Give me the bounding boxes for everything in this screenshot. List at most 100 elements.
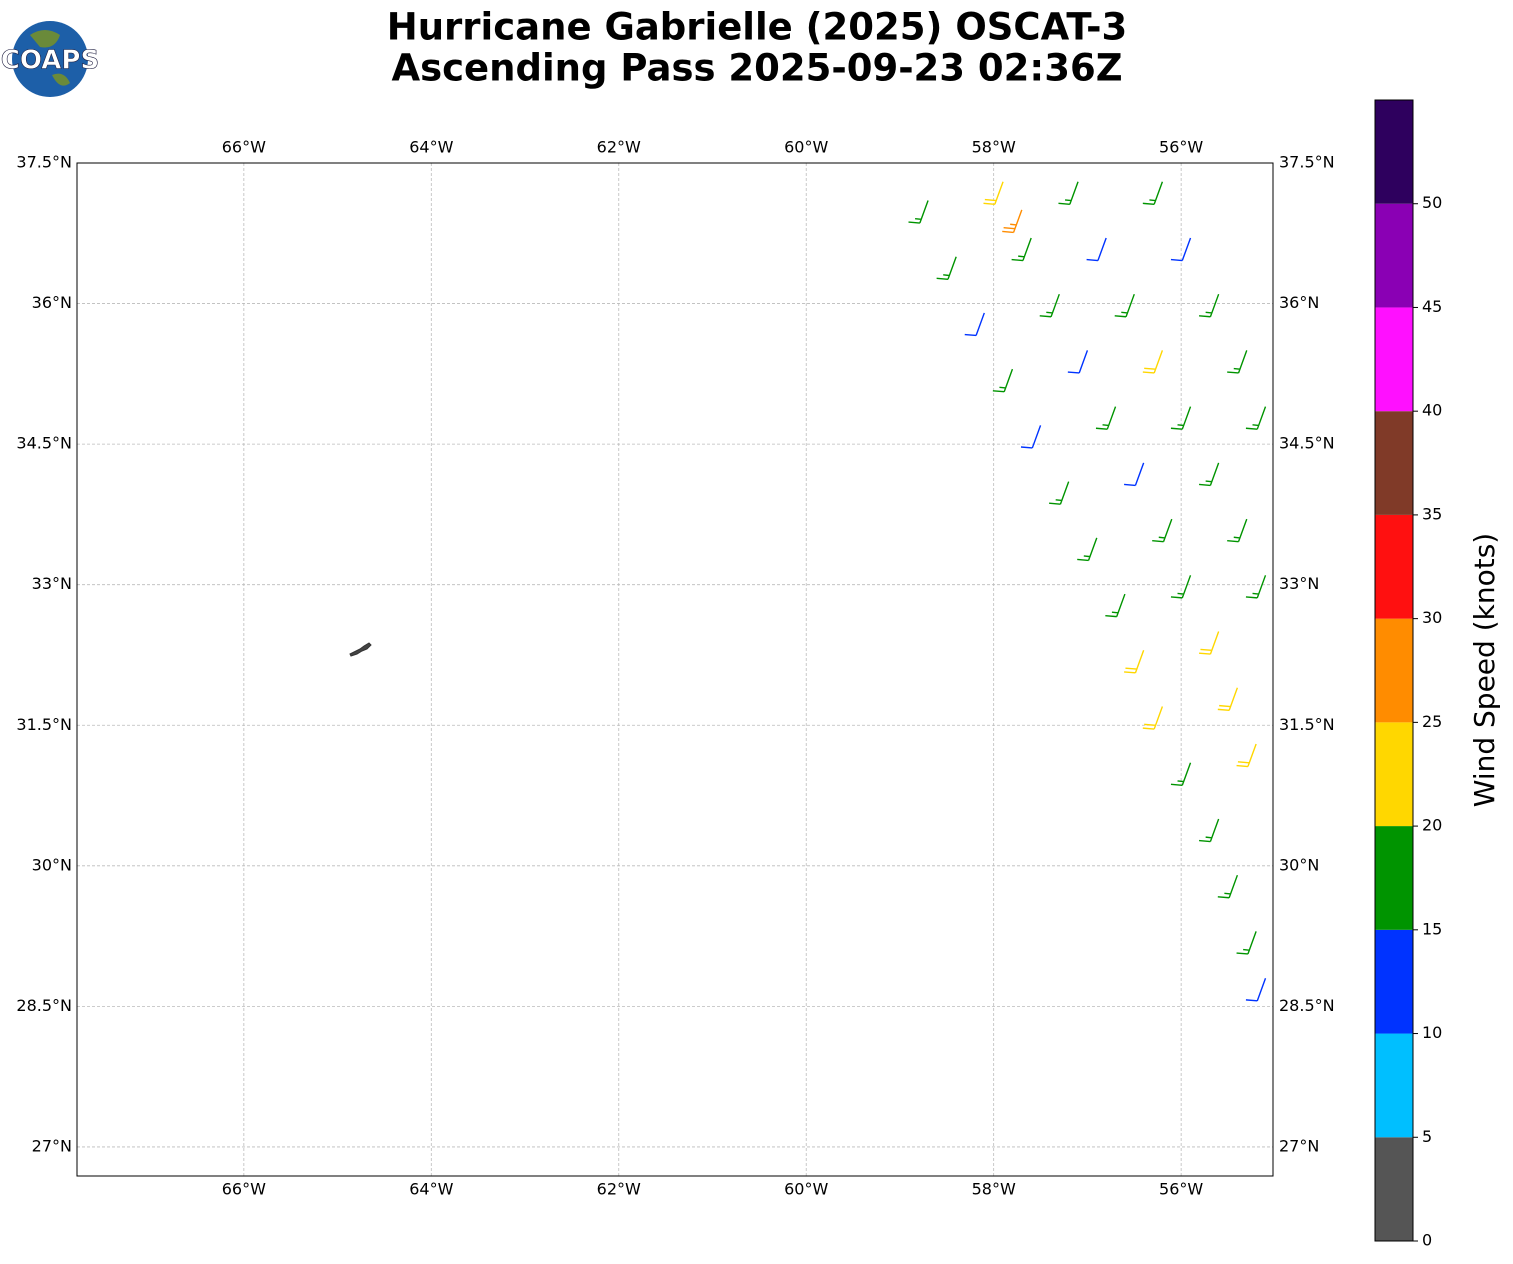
colorbar-tick-label: 30 [1422,608,1442,627]
y-tick-label: 34.5°N [16,434,72,453]
wind-barb [1020,425,1042,449]
y-tick-label: 37.5°N [16,153,72,172]
wind-barb [1114,293,1135,318]
wind-barb [908,200,929,224]
wind-barb [1217,874,1239,899]
wind-barb [1152,518,1173,543]
x-tick-label: 56°W [1159,138,1203,157]
barb-shape [1236,743,1257,768]
barb-shape [992,368,1014,393]
wind-barb [1124,462,1145,487]
chart-subtitle: Ascending Pass 2025-09-23 02:36Z [391,47,1122,90]
wind-barb [1245,575,1267,599]
barb-shape [1142,350,1164,374]
barb-shape [1142,181,1164,205]
wind-barb [983,181,1004,205]
barb-shape [1105,593,1126,618]
wind-barb [1142,181,1164,205]
barb-shape [1142,706,1164,730]
barb-shape [1152,518,1173,543]
x-tick-label: 66°W [222,138,266,157]
barb-shape [1124,650,1145,674]
x-tick-label: 58°W [972,138,1016,157]
logo-land [30,30,70,86]
barb-shape [1039,293,1060,318]
x-tick-label: 62°W [597,138,641,157]
barb-shape [1002,209,1023,234]
barb-shape [1227,518,1248,543]
x-tick-label: 58°W [972,1180,1016,1199]
colorbar-label: Wind Speed (knots) [1468,533,1501,807]
barb-shape [1114,293,1135,318]
barb-shape [1049,481,1070,505]
barb-shape [1217,687,1239,712]
colorbar-bin [1375,929,1413,1034]
wind-barb [1199,818,1220,843]
wind-barb [1077,537,1098,562]
wind-barb [1170,575,1192,599]
colorbar-frame [1374,99,1414,1242]
barb-shape [1011,237,1032,262]
colorbar-bin [1375,722,1413,827]
wind-barb [1124,650,1145,674]
wind-barb [1011,237,1032,262]
chart-title: Hurricane Gabrielle (2025) OSCAT-3 [387,6,1128,49]
colorbar-tick-label: 0 [1422,1231,1432,1250]
y-tick-label: 34.5°N [1279,434,1335,453]
colorbar-tick-label: 50 [1422,193,1442,212]
barb-shape [1217,874,1239,899]
colorbar-bin [1375,411,1413,515]
barb-shape [1227,350,1248,374]
wind-barb [1199,631,1220,655]
y-tick-label: 37.5°N [1279,153,1335,172]
colorbar-tick-label: 40 [1422,401,1442,420]
colorbar-tick-label: 5 [1422,1127,1432,1146]
colorbar-bin [1375,203,1413,308]
barb-shape [1095,406,1117,430]
wind-barb [1170,237,1192,262]
wind-barb [1227,350,1248,374]
colorbar-tick-label: 15 [1422,919,1442,938]
barb-shape [1199,631,1220,655]
barb-shape [1245,978,1267,1002]
colorbar-bin [1375,826,1413,930]
colorbar-bin [1375,618,1413,723]
barb-shape [908,200,929,224]
colorbar-tick-label: 20 [1422,816,1442,835]
logo: COAPS [1,21,99,97]
wind-barb [1039,293,1060,318]
logo-text: COAPS [1,46,99,76]
barb-shape [1086,237,1107,262]
barb-shape [1236,931,1257,955]
wind-barb [1058,181,1079,205]
wind-barb [1095,406,1117,430]
wind-barb [1049,481,1070,505]
wind-barb [1142,350,1164,374]
x-tick-label: 60°W [784,138,828,157]
colorbar-bin [1375,1033,1413,1138]
barb-shape [1199,293,1220,318]
barb-shape [1199,462,1220,487]
barb-shape [936,256,957,280]
bermuda [349,642,372,657]
barb-shape [1058,181,1079,205]
y-tick-label: 30°N [32,855,72,874]
colorbar-bin [1375,514,1413,619]
wind-barb [1199,462,1220,487]
wind-barb [1236,743,1257,768]
barb-shape [1020,425,1042,449]
logo-globe [12,21,88,97]
barbs [908,181,1267,1002]
x-tick-label: 56°W [1159,1180,1203,1199]
wind-barb [936,256,957,280]
wind-barb [1227,518,1248,543]
barb-shape [1199,818,1220,843]
wind-barb [1067,350,1089,374]
y-tick-label: 33°N [32,574,72,593]
wind-barb [1236,931,1257,955]
wind-barb [1142,706,1164,730]
colorbar-bin [1375,307,1413,412]
barb-shape [1067,350,1089,374]
